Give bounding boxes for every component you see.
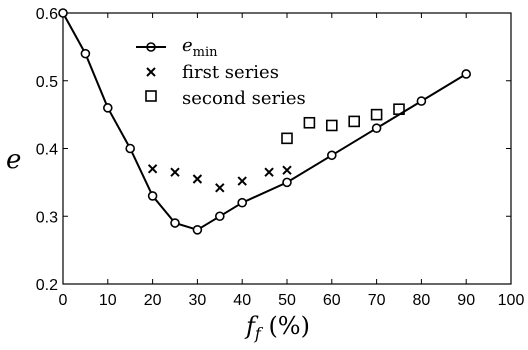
data-point-x (147, 164, 158, 174)
legend: emin first series second series (136, 35, 306, 109)
x-tick-label: 40 (233, 292, 251, 309)
x-tick-label: 10 (99, 292, 117, 309)
x-tick-label: 70 (368, 292, 386, 309)
data-point-circle (80, 48, 91, 59)
legend-label-emin: emin (182, 35, 218, 60)
data-point-circle (192, 225, 203, 235)
x-tick-label: 20 (144, 292, 162, 309)
x-tick-label: 30 (189, 292, 207, 309)
data-point-x (192, 174, 203, 184)
tick-labels: 0 10 20 30 40 50 60 70 80 90 100 0.2 0.3 0.4 0.5 0.6 (36, 6, 525, 309)
y-axis-label: e (6, 145, 21, 175)
x-axis-label-sub: f (254, 324, 264, 343)
data-point-circle (170, 218, 180, 228)
x-tick-label: 50 (278, 292, 296, 309)
x-axis-label-unit: (%) (261, 312, 310, 340)
data-point-circle (125, 143, 135, 154)
legend-marker-second-series (145, 90, 157, 102)
legend-label-emin-sub: min (193, 45, 218, 60)
series-e-min (58, 8, 472, 235)
data-point-circle (237, 197, 247, 208)
data-point-circle (326, 150, 337, 161)
data-point-circle (461, 69, 472, 79)
x-tick-label: 0 (59, 292, 68, 309)
series-first-series (147, 164, 292, 193)
legend-marker-first-series (146, 67, 156, 77)
series-second-series (281, 103, 405, 145)
y-tick-label: 0.4 (36, 142, 58, 159)
legend-entry-emin: emin (136, 35, 218, 60)
tick-marks (62, 12, 512, 285)
data-point-circle (416, 96, 427, 106)
x-tick-label: 100 (498, 292, 525, 309)
data-point-x (170, 167, 180, 177)
data-point-x (215, 183, 225, 193)
data-point-square (281, 132, 293, 145)
x-tick-label: 60 (323, 292, 341, 309)
data-point-square (303, 116, 316, 129)
data-point-circle (147, 191, 158, 201)
data-point-circle (58, 8, 68, 18)
x-tick-label: 80 (413, 292, 431, 309)
legend-entry-first-series: first series (146, 62, 279, 83)
data-point-circle (282, 177, 292, 188)
legend-label-first-series: first series (182, 62, 279, 83)
x-axis-label: ff (%) (244, 312, 310, 343)
data-point-square (393, 103, 405, 116)
data-point-x (264, 167, 274, 177)
y-tick-label: 0.5 (36, 74, 58, 91)
data-point-circle (215, 211, 225, 222)
legend-label-emin-main: e (182, 35, 193, 56)
data-point-square (370, 108, 383, 121)
data-point-square (325, 119, 338, 132)
data-point-circle (371, 123, 382, 133)
y-tick-label: 0.2 (36, 277, 58, 294)
y-tick-label: 0.3 (36, 209, 58, 226)
data-point-square (348, 115, 361, 128)
series-line (62, 12, 467, 231)
x-tick-label: 90 (457, 292, 475, 309)
legend-entry-second-series: second series (145, 88, 306, 109)
y-tick-label: 0.6 (36, 6, 58, 23)
data-point-x (282, 165, 292, 175)
data-point-circle (103, 103, 113, 113)
data-point-x (237, 176, 247, 186)
legend-label-second-series: second series (182, 88, 306, 109)
legend-marker-emin (146, 42, 156, 52)
series-layer (58, 8, 472, 235)
